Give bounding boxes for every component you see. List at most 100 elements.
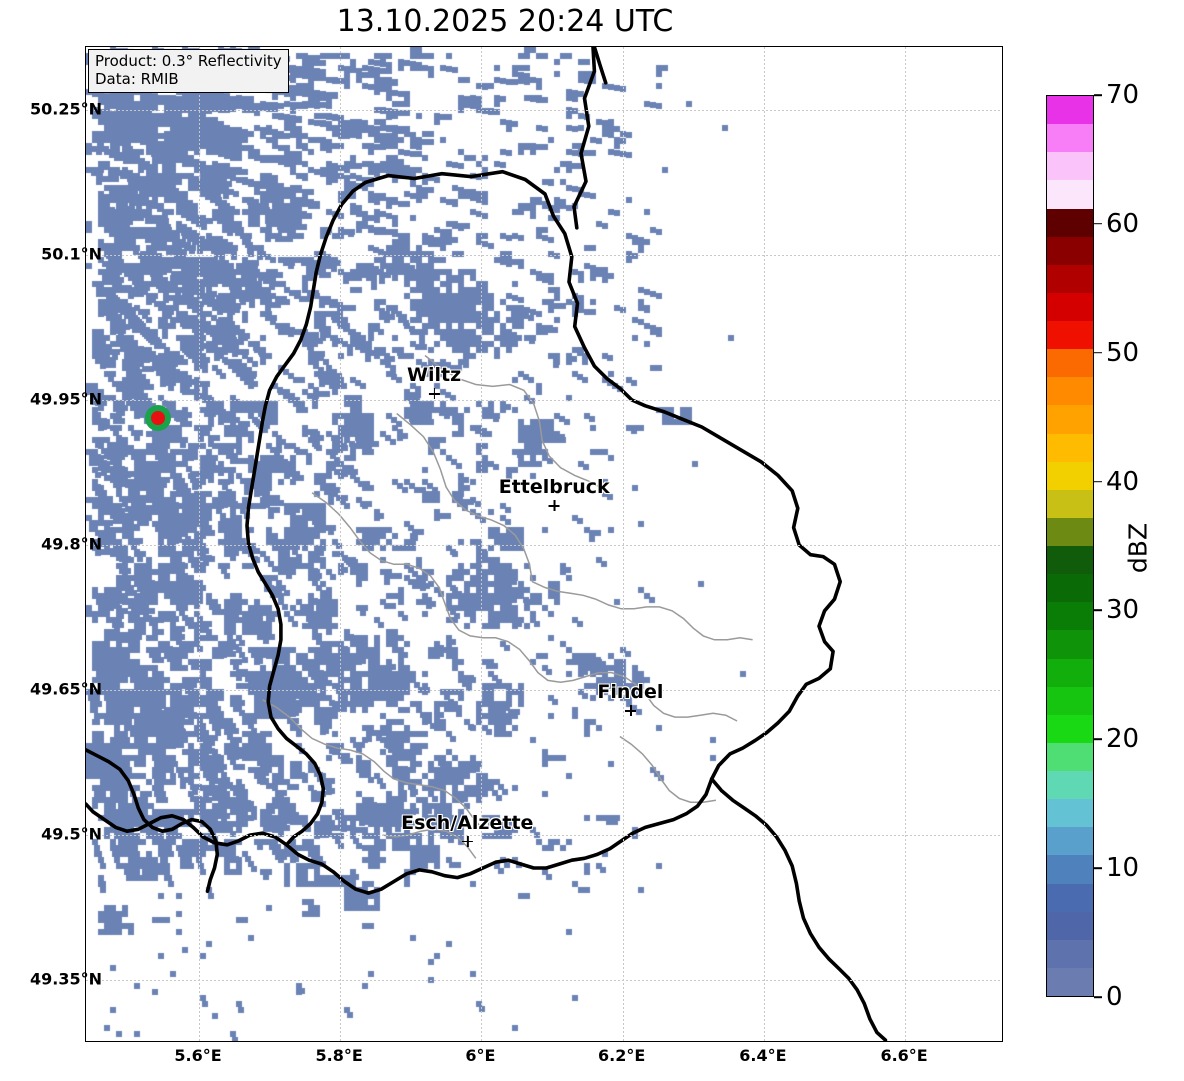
colorbar-band (1047, 546, 1093, 575)
gridline-vertical (622, 47, 624, 1041)
colorbar-band (1047, 433, 1093, 462)
x-axis-tick-label: 5.6°E (174, 1046, 222, 1065)
colorbar-tick-label: 40 (1106, 466, 1140, 497)
colorbar-band (1047, 292, 1093, 321)
cross-marker-icon (624, 705, 636, 717)
admin-polyline (262, 699, 484, 830)
y-axis-tick-label: 50.25°N (30, 99, 102, 119)
admin-polyline (424, 354, 604, 490)
x-axis-tick-label: 6.4°E (739, 1046, 787, 1065)
colorbar-tick-label: 30 (1106, 595, 1140, 626)
admin-polyline (619, 735, 717, 803)
border-polyline (245, 180, 368, 847)
gridline-horizontal (86, 400, 1002, 401)
admin-polyline (382, 828, 477, 859)
colorbar-tick-mark (1094, 609, 1102, 612)
y-axis-tick-label: 49.8°N (41, 534, 102, 554)
colorbar-band (1047, 602, 1093, 631)
echo-ring (145, 405, 171, 432)
colorbar-band (1047, 742, 1093, 771)
y-axis-tick-label: 49.95°N (30, 389, 102, 409)
x-axis-tick-label: 5.8°E (315, 1046, 363, 1065)
colorbar-band (1047, 124, 1093, 153)
colorbar-band (1047, 96, 1093, 125)
colorbar-tick-mark (1094, 94, 1102, 96)
city-marker-findel: Findel (597, 681, 664, 717)
colorbar-band (1047, 883, 1093, 912)
colorbar-tick-label: 60 (1106, 208, 1140, 239)
border-polyline (592, 47, 608, 85)
gridline-horizontal (86, 835, 1002, 837)
colorbar-band (1047, 827, 1093, 856)
colorbar-tick-mark (1094, 867, 1102, 869)
colorbar-band (1047, 799, 1093, 828)
colorbar-band (1047, 349, 1093, 378)
cross-marker-icon (428, 388, 440, 400)
city-label: Wiltz (407, 364, 462, 387)
colorbar-tick-mark (1094, 480, 1102, 483)
colorbar-tick-mark (1094, 738, 1102, 741)
map-borders-layer (86, 47, 888, 1041)
city-marker-ettelbruck: Ettelbruck (499, 478, 610, 512)
colorbar-tick-label: 0 (1106, 982, 1123, 1012)
y-axis-tick-label: 49.65°N (30, 679, 102, 699)
colorbar-tick-mark (1094, 351, 1102, 354)
colorbar-band (1047, 855, 1093, 884)
colorbar-band (1047, 377, 1093, 406)
gridline-horizontal (86, 690, 1002, 691)
gridline-vertical (199, 47, 200, 1041)
colorbar-band (1047, 967, 1093, 996)
gridline-horizontal (86, 254, 1002, 256)
city-marker-wiltz: Wiltz (407, 364, 462, 400)
colorbar-band (1047, 630, 1093, 659)
gridline-vertical (763, 47, 765, 1041)
page-title: 13.10.2025 20:24 UTC (336, 4, 674, 39)
colorbar-band (1047, 771, 1093, 800)
colorbar-tick-label: 70 (1106, 80, 1140, 110)
colorbar-band (1047, 714, 1093, 743)
colorbar-band (1047, 264, 1093, 293)
gridline-vertical (340, 47, 342, 1041)
y-axis-tick-label: 49.35°N (30, 969, 102, 989)
colorbar-tick-label: 50 (1106, 337, 1140, 368)
border-polyline (709, 777, 888, 1041)
colorbar-gradient (1046, 95, 1094, 997)
colorbar-band (1047, 461, 1093, 490)
gridline-vertical (481, 47, 483, 1041)
colorbar-tick-label: 10 (1106, 853, 1140, 884)
colorbar-band (1047, 180, 1093, 209)
gridline-horizontal (86, 109, 1002, 111)
x-axis-tick-label: 6.6°E (880, 1046, 928, 1065)
colorbar-band (1047, 321, 1093, 350)
info-data-source: Data: RMIB (95, 69, 179, 88)
city-label: Findel (597, 681, 664, 704)
y-axis-tick-label: 50.1°N (41, 244, 102, 264)
colorbar-band (1047, 405, 1093, 434)
city-marker-esch-alzette: Esch/Alzette (401, 813, 533, 847)
colorbar-band (1047, 517, 1093, 546)
gridline-horizontal (86, 545, 1002, 546)
colorbar-band (1047, 939, 1093, 968)
y-axis-tick-label: 49.5°N (41, 824, 102, 844)
admin-polyline (396, 412, 534, 582)
echo-core (151, 411, 165, 426)
radar-strong-echo-core (145, 405, 171, 432)
info-box: Product: 0.3° Reflectivity Data: RMIB (88, 49, 289, 94)
colorbar-band (1047, 152, 1093, 181)
colorbar-tick-mark (1094, 223, 1102, 225)
x-axis-tick-label: 6.2°E (598, 1046, 646, 1065)
cross-marker-icon (461, 835, 473, 847)
admin-boundaries (262, 354, 753, 859)
admin-polyline (311, 492, 738, 722)
cross-marker-icon (548, 500, 560, 512)
national-borders (86, 47, 888, 1041)
colorbar-band (1047, 658, 1093, 687)
radar-map-plot[interactable]: Wiltz Ettelbruck Findel Esch/Alzette (85, 46, 1003, 1042)
border-polyline (86, 169, 842, 895)
colorbar-band (1047, 489, 1093, 518)
colorbar[interactable]: 0 10 20 30 40 50 60 70 (1046, 80, 1139, 1012)
colorbar-tick-label: 20 (1106, 724, 1140, 755)
colorbar-title: dBZ (1123, 522, 1153, 574)
colorbar-band (1047, 236, 1093, 265)
admin-polyline (531, 581, 753, 641)
